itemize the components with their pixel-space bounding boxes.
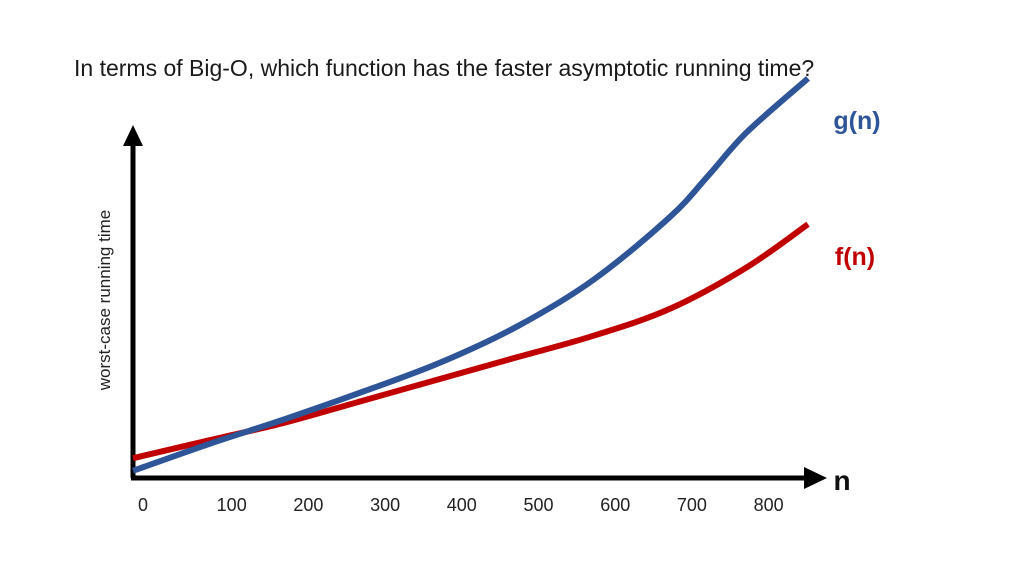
x-axis-arrowhead [804,467,827,489]
y-axis-label: worst-case running time [95,210,114,391]
x-tick-label: 300 [370,495,400,515]
x-tick-label: 500 [523,495,553,515]
x-tick-label: 600 [600,495,630,515]
series-label-gn: g(n) [833,107,880,135]
x-tick-label: 800 [754,495,784,515]
x-axis-label: n [833,465,850,496]
y-axis-arrowhead [123,125,143,146]
x-tick-label: 400 [447,495,477,515]
series-line-gn [132,76,810,474]
question-text: In terms of Big-O, which function has th… [74,55,815,81]
series-line-fn [132,221,810,462]
x-tick-label: 0 [138,495,148,515]
x-tick-label: 700 [677,495,707,515]
series-labels: g(n) f(n) [833,107,880,271]
x-tick-label: 200 [293,495,323,515]
x-tick-labels: 0 100 200 300 400 500 600 700 800 [138,495,784,515]
series-lines [132,76,810,474]
x-tick-label: 100 [217,495,247,515]
series-label-fn: f(n) [835,243,875,271]
